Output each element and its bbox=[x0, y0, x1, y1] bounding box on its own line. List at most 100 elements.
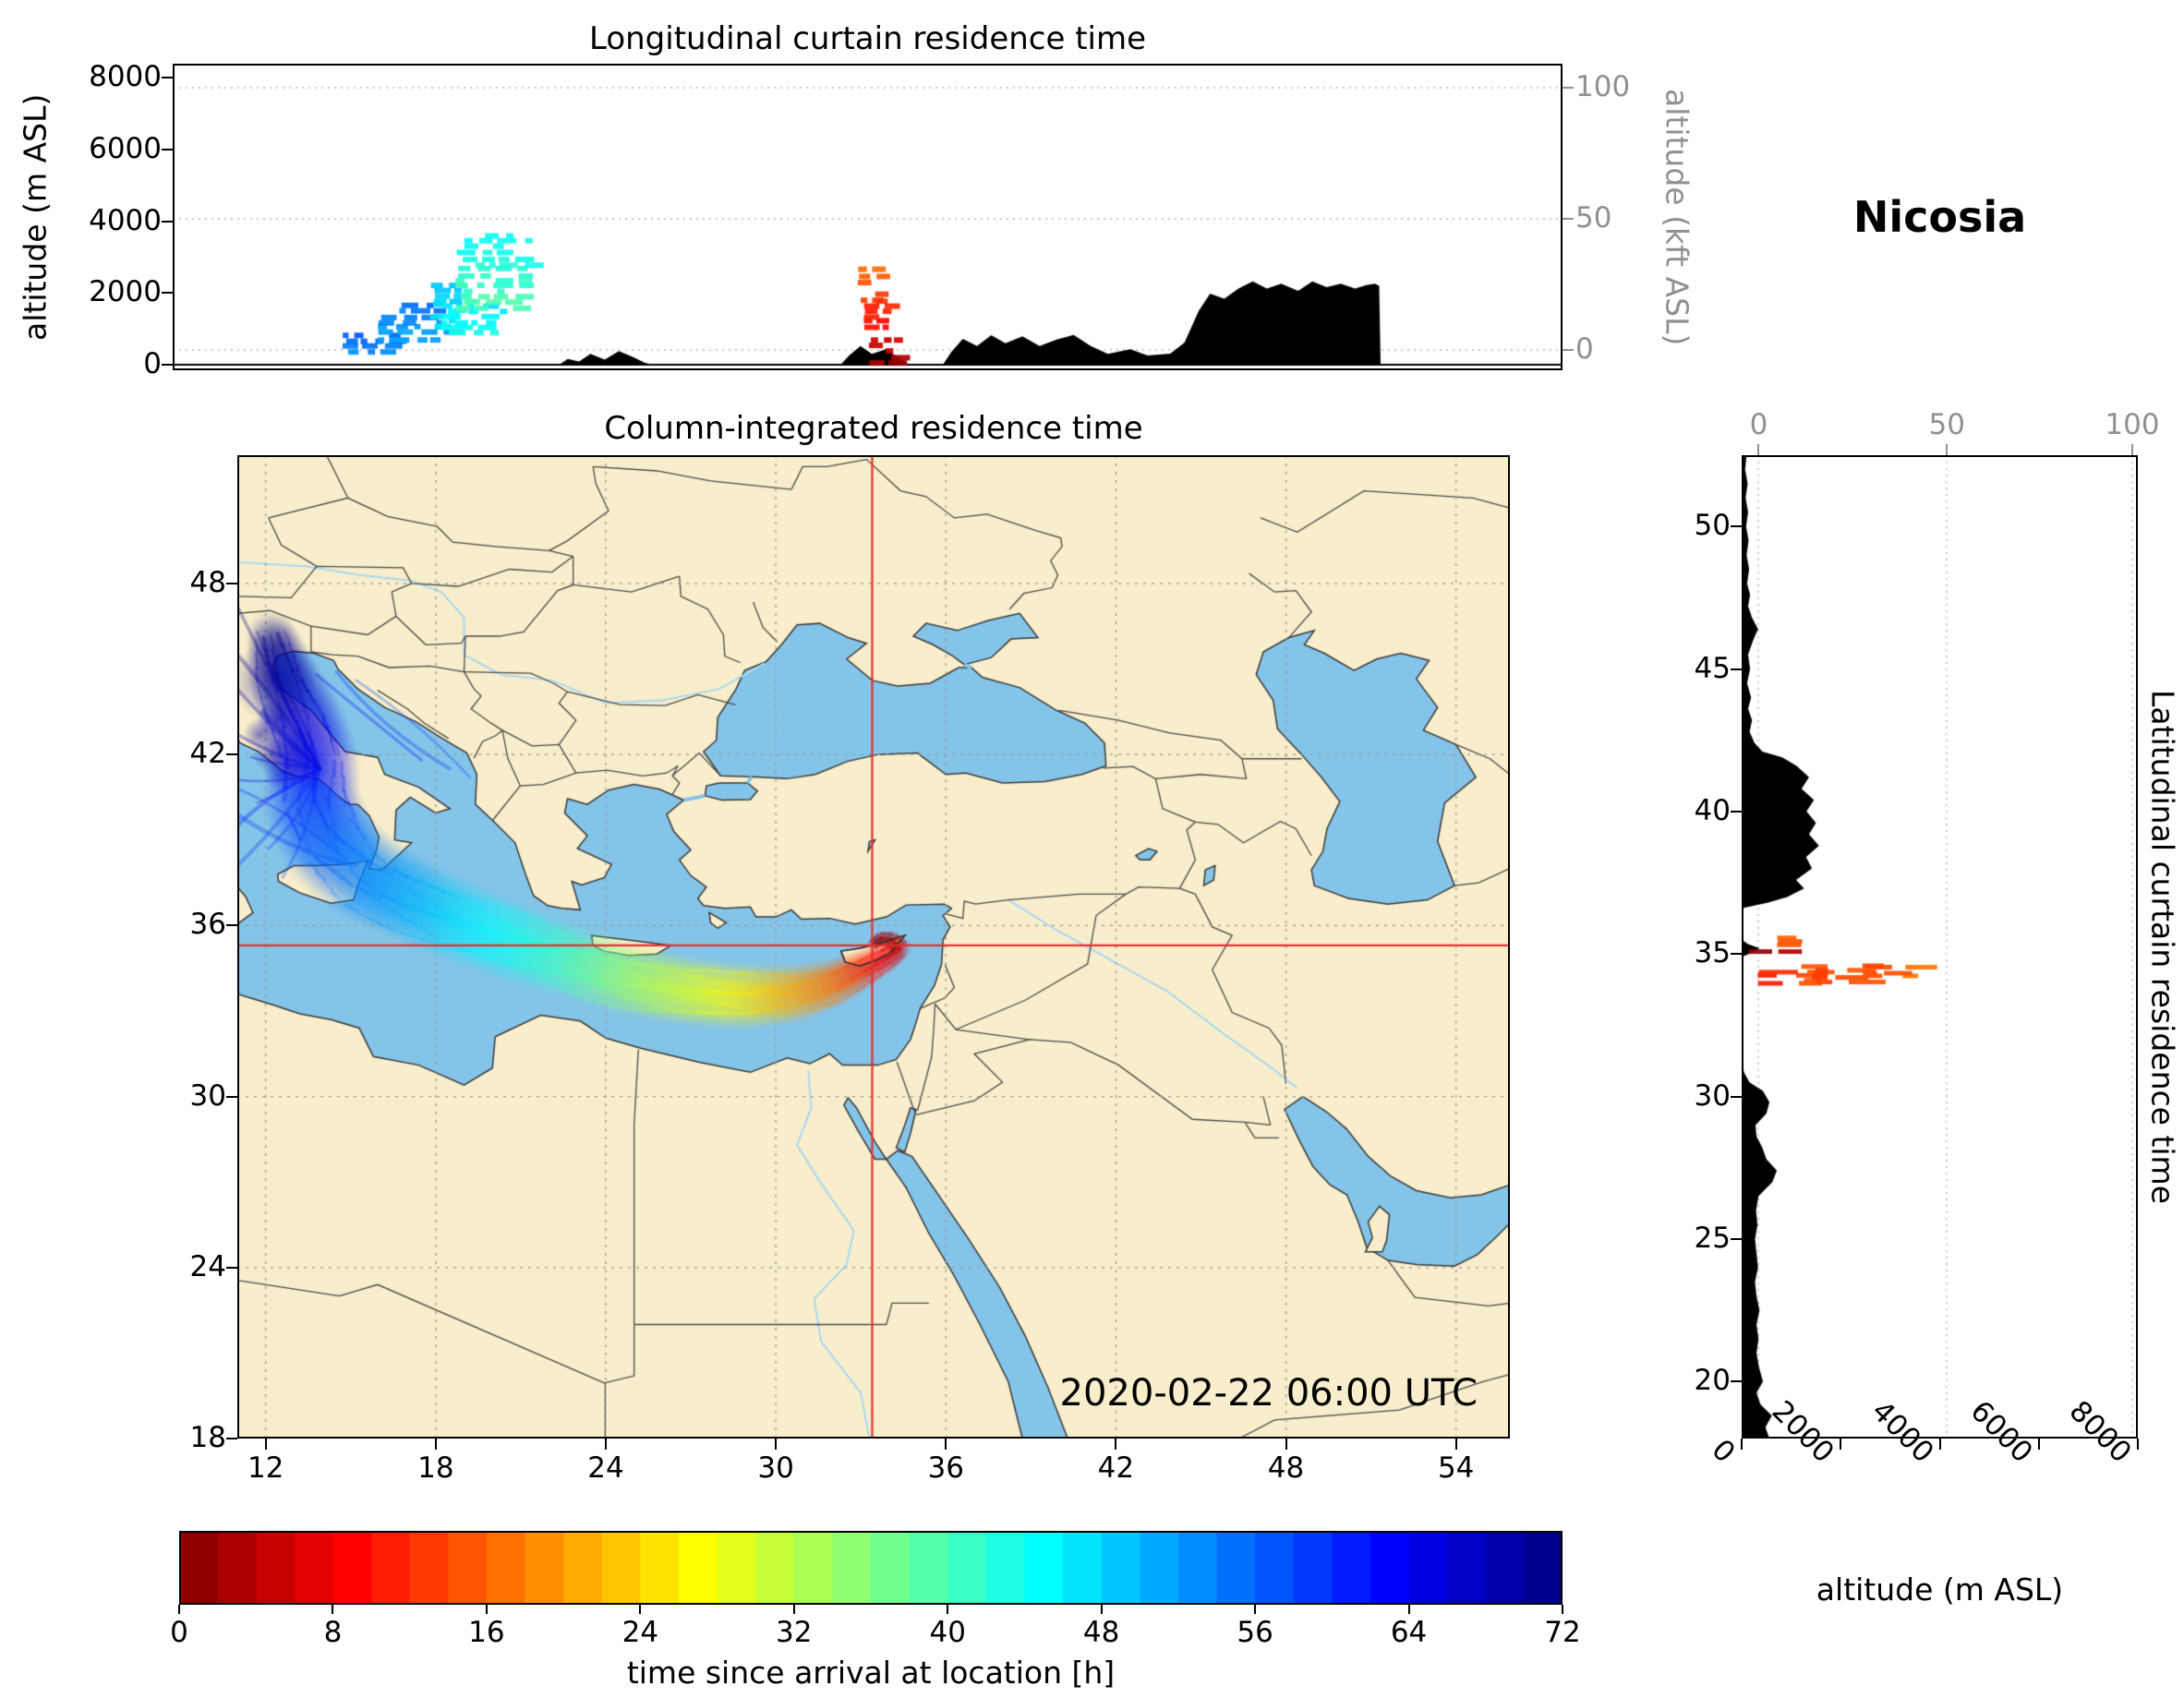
tick-label: 18 bbox=[189, 1421, 226, 1454]
tick-mark bbox=[1741, 1439, 1743, 1450]
tick-mark bbox=[162, 220, 173, 223]
station-title: Nicosia bbox=[1852, 192, 2027, 242]
tick-label: 42 bbox=[189, 737, 226, 771]
tick-mark bbox=[162, 364, 173, 366]
top-ylabel: altitude (m ASL) bbox=[17, 93, 54, 341]
tick-label: 36 bbox=[927, 1451, 964, 1485]
tick-mark bbox=[2130, 444, 2133, 455]
colorbar-label: time since arrival at location [h] bbox=[626, 1655, 1116, 1691]
tick-mark bbox=[226, 1266, 237, 1269]
tick-mark bbox=[1563, 349, 1574, 352]
tick-mark bbox=[178, 1605, 180, 1614]
tick-mark bbox=[945, 1439, 947, 1450]
tick-mark bbox=[1115, 1439, 1117, 1450]
tick-label: 50 bbox=[1575, 201, 1612, 235]
tick-mark bbox=[434, 1439, 437, 1450]
tick-label: 45 bbox=[1694, 651, 1731, 685]
tick-mark bbox=[1946, 444, 1949, 455]
tick-label: 0 bbox=[170, 1616, 188, 1649]
tick-mark bbox=[1407, 1605, 1410, 1614]
tick-label: 48 bbox=[189, 565, 226, 599]
tick-label: 100 bbox=[1575, 69, 1631, 103]
tick-mark bbox=[775, 1439, 778, 1450]
tick-mark bbox=[604, 1439, 607, 1450]
tick-label: 48 bbox=[1267, 1451, 1305, 1485]
tick-label: 42 bbox=[1097, 1451, 1135, 1485]
tick-label: 64 bbox=[1390, 1616, 1428, 1649]
tick-label: 8000 bbox=[89, 60, 162, 93]
right-panel-side-label: Latitudinal curtain residence time bbox=[2144, 689, 2181, 1204]
tick-label: 24 bbox=[587, 1451, 624, 1485]
tick-mark bbox=[1731, 1380, 1742, 1383]
tick-mark bbox=[1731, 810, 1742, 813]
tick-mark bbox=[1731, 953, 1742, 956]
tick-mark bbox=[1938, 1439, 1941, 1450]
tick-mark bbox=[264, 1439, 267, 1450]
tick-label: 0 bbox=[1575, 332, 1594, 367]
tick-mark bbox=[792, 1605, 795, 1614]
tick-label: 48 bbox=[1082, 1616, 1120, 1649]
tick-label: 30 bbox=[189, 1078, 226, 1113]
tick-mark bbox=[162, 148, 173, 151]
tick-mark bbox=[1285, 1439, 1287, 1450]
tick-mark bbox=[485, 1605, 488, 1614]
latitudinal-curtain-plot bbox=[1742, 455, 2138, 1439]
tick-mark bbox=[162, 77, 173, 78]
tick-mark bbox=[332, 1605, 334, 1614]
tick-label: 0 bbox=[1749, 408, 1768, 441]
tick-mark bbox=[1840, 1439, 1842, 1450]
tick-mark bbox=[1731, 525, 1742, 528]
tick-label: 0 bbox=[1705, 1433, 1742, 1470]
tick-label: 30 bbox=[1694, 1078, 1731, 1113]
tick-mark bbox=[1731, 1237, 1742, 1240]
tick-label: 36 bbox=[189, 908, 226, 942]
tick-mark bbox=[1731, 668, 1742, 670]
tick-label: 32 bbox=[776, 1616, 813, 1649]
map-title: Column-integrated residence time bbox=[604, 410, 1143, 447]
tick-mark bbox=[1100, 1605, 1103, 1614]
tick-label: 2000 bbox=[89, 275, 162, 309]
tick-mark bbox=[1563, 218, 1574, 221]
tick-mark bbox=[226, 753, 237, 756]
tick-mark bbox=[162, 292, 173, 295]
top-ylabel-right: altitude (kft ASL) bbox=[1659, 88, 1695, 346]
tick-label: 20 bbox=[1694, 1364, 1731, 1398]
tick-mark bbox=[2037, 1439, 2040, 1450]
tick-mark bbox=[226, 582, 237, 584]
tick-mark bbox=[1731, 1095, 1742, 1098]
top-panel-title: Longitudinal curtain residence time bbox=[588, 20, 1147, 57]
tick-mark bbox=[1254, 1605, 1257, 1614]
tick-mark bbox=[2137, 1439, 2139, 1450]
tick-mark bbox=[226, 1095, 237, 1098]
longitudinal-curtain-plot bbox=[173, 64, 1563, 370]
tick-label: 18 bbox=[417, 1451, 454, 1485]
colorbar bbox=[179, 1531, 1563, 1605]
tick-label: 4000 bbox=[89, 203, 162, 237]
tick-label: 8 bbox=[323, 1616, 343, 1649]
tick-label: 30 bbox=[757, 1451, 794, 1485]
tick-label: 35 bbox=[1694, 936, 1731, 970]
timestamp-label: 2020-02-22 06:00 UTC bbox=[1059, 1372, 1478, 1415]
tick-label: 50 bbox=[1694, 509, 1731, 543]
tick-label: 24 bbox=[189, 1249, 226, 1283]
map-plot bbox=[237, 455, 1510, 1439]
tick-mark bbox=[1562, 1605, 1563, 1614]
tick-label: 40 bbox=[1694, 793, 1731, 827]
tick-label: 100 bbox=[2105, 408, 2160, 441]
tick-label: 16 bbox=[468, 1616, 505, 1649]
tick-label: 12 bbox=[247, 1451, 284, 1485]
tick-label: 50 bbox=[1928, 408, 1965, 441]
tick-mark bbox=[1563, 86, 1574, 89]
tick-label: 25 bbox=[1694, 1221, 1731, 1255]
tick-mark bbox=[947, 1605, 949, 1614]
tick-label: 24 bbox=[621, 1616, 659, 1649]
tick-mark bbox=[226, 1438, 237, 1439]
tick-mark bbox=[639, 1605, 642, 1614]
tick-label: 54 bbox=[1437, 1451, 1475, 1485]
tick-label: 6000 bbox=[89, 131, 162, 165]
tick-mark bbox=[1454, 1439, 1457, 1450]
tick-label: 56 bbox=[1237, 1616, 1273, 1649]
right-panel-xlabel: altitude (m ASL) bbox=[1816, 1572, 2064, 1608]
tick-label: 0 bbox=[143, 347, 162, 380]
